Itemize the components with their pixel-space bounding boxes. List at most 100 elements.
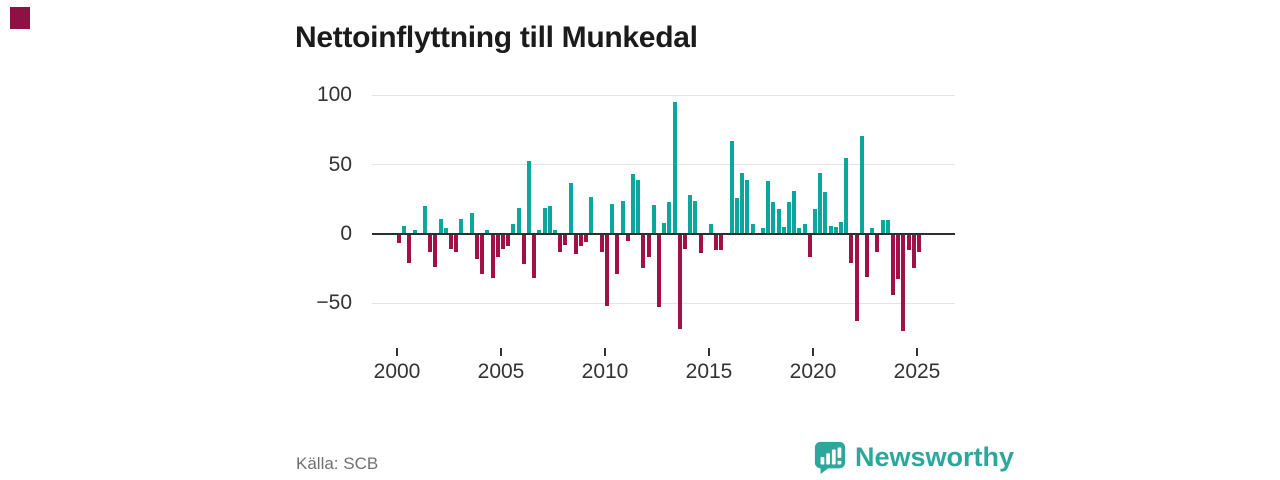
bar: [735, 197, 739, 234]
x-axis-tick: [812, 348, 814, 356]
bar: [688, 195, 693, 234]
bar: [423, 206, 427, 234]
bar: [875, 235, 880, 252]
newsworthy-logo-icon: [814, 441, 846, 474]
bar: [709, 224, 713, 234]
x-axis-tick-label: 2000: [373, 360, 421, 383]
x-axis-tick: [708, 348, 710, 356]
bar: [402, 225, 407, 234]
bar: [407, 235, 412, 263]
bar: [641, 235, 646, 269]
bar: [781, 227, 786, 234]
x-axis-tick: [604, 348, 606, 356]
bar: [636, 179, 641, 234]
bar: [490, 235, 495, 278]
bar: [547, 206, 552, 234]
bar: [568, 182, 573, 234]
bar: [449, 235, 453, 249]
bar: [662, 222, 667, 234]
bar: [521, 235, 526, 265]
bar: [469, 213, 474, 234]
corner-brand-square: [10, 7, 30, 29]
bar: [729, 141, 734, 234]
newsworthy-logo-text: Newsworthy: [855, 441, 1015, 472]
bar: [532, 235, 537, 278]
bar: [443, 228, 448, 234]
bar: [589, 196, 594, 234]
bar: [553, 229, 557, 234]
bar: [651, 204, 656, 234]
bar: [516, 207, 521, 234]
bar: [480, 235, 485, 274]
bar: [677, 235, 682, 330]
bar: [818, 173, 823, 234]
bar: [870, 228, 875, 234]
bar: [646, 235, 651, 258]
bar: [397, 235, 401, 244]
zero-axis-line: [372, 233, 955, 235]
bar: [683, 235, 687, 249]
bar: [813, 209, 817, 234]
bar: [719, 235, 724, 251]
bar: [584, 235, 589, 242]
y-axis-tick-label: 0: [340, 222, 352, 245]
bar: [787, 202, 791, 234]
bar: [761, 228, 765, 234]
gridline: [372, 94, 955, 96]
gridline: [372, 164, 955, 166]
bar: [563, 235, 568, 245]
x-axis-tick-label: 2020: [789, 360, 837, 383]
bar: [511, 224, 516, 234]
bar: [844, 157, 849, 234]
bar: [459, 218, 464, 234]
bar: [542, 207, 547, 234]
bar: [771, 202, 776, 234]
bar: [698, 235, 703, 254]
y-axis-tick-label: −50: [316, 291, 352, 315]
bar: [854, 235, 859, 321]
bar: [672, 102, 677, 234]
bar: [615, 235, 620, 274]
y-axis-tick-label: 50: [328, 152, 352, 176]
bar: [573, 235, 578, 255]
bar: [828, 225, 833, 234]
bar: [839, 221, 843, 234]
bar: [495, 235, 500, 258]
bar: [766, 181, 771, 234]
bar: [599, 235, 604, 252]
bar: [657, 235, 661, 308]
bar: [620, 200, 625, 234]
bar: [625, 235, 630, 241]
bar: [906, 235, 911, 251]
y-axis-tick-label: 100: [316, 83, 352, 107]
bar: [911, 235, 916, 269]
bar: [485, 229, 490, 234]
bar: [537, 229, 542, 234]
bar: [750, 224, 755, 234]
x-axis-tick-label: 2015: [685, 360, 733, 383]
bar: [475, 235, 479, 259]
bar: [438, 218, 443, 234]
bar: [610, 203, 615, 234]
bar: [693, 200, 698, 234]
bar: [631, 174, 635, 234]
bar: [776, 209, 781, 234]
gridline: [372, 302, 955, 304]
bar: [880, 220, 885, 234]
x-axis-tick: [500, 348, 502, 356]
x-axis-tick-label: 2025: [893, 360, 941, 383]
bar: [412, 229, 417, 234]
bar: [558, 235, 563, 252]
bar: [859, 135, 864, 234]
bar: [745, 179, 750, 234]
bar: [807, 235, 812, 258]
newsworthy-logo[interactable]: Newsworthy: [813, 440, 1014, 474]
bar: [454, 235, 459, 252]
bar: [667, 202, 672, 234]
bar: [501, 235, 505, 249]
source-note: Källa: SCB: [296, 454, 379, 473]
bar: [885, 220, 890, 234]
x-axis-tick: [916, 348, 918, 356]
